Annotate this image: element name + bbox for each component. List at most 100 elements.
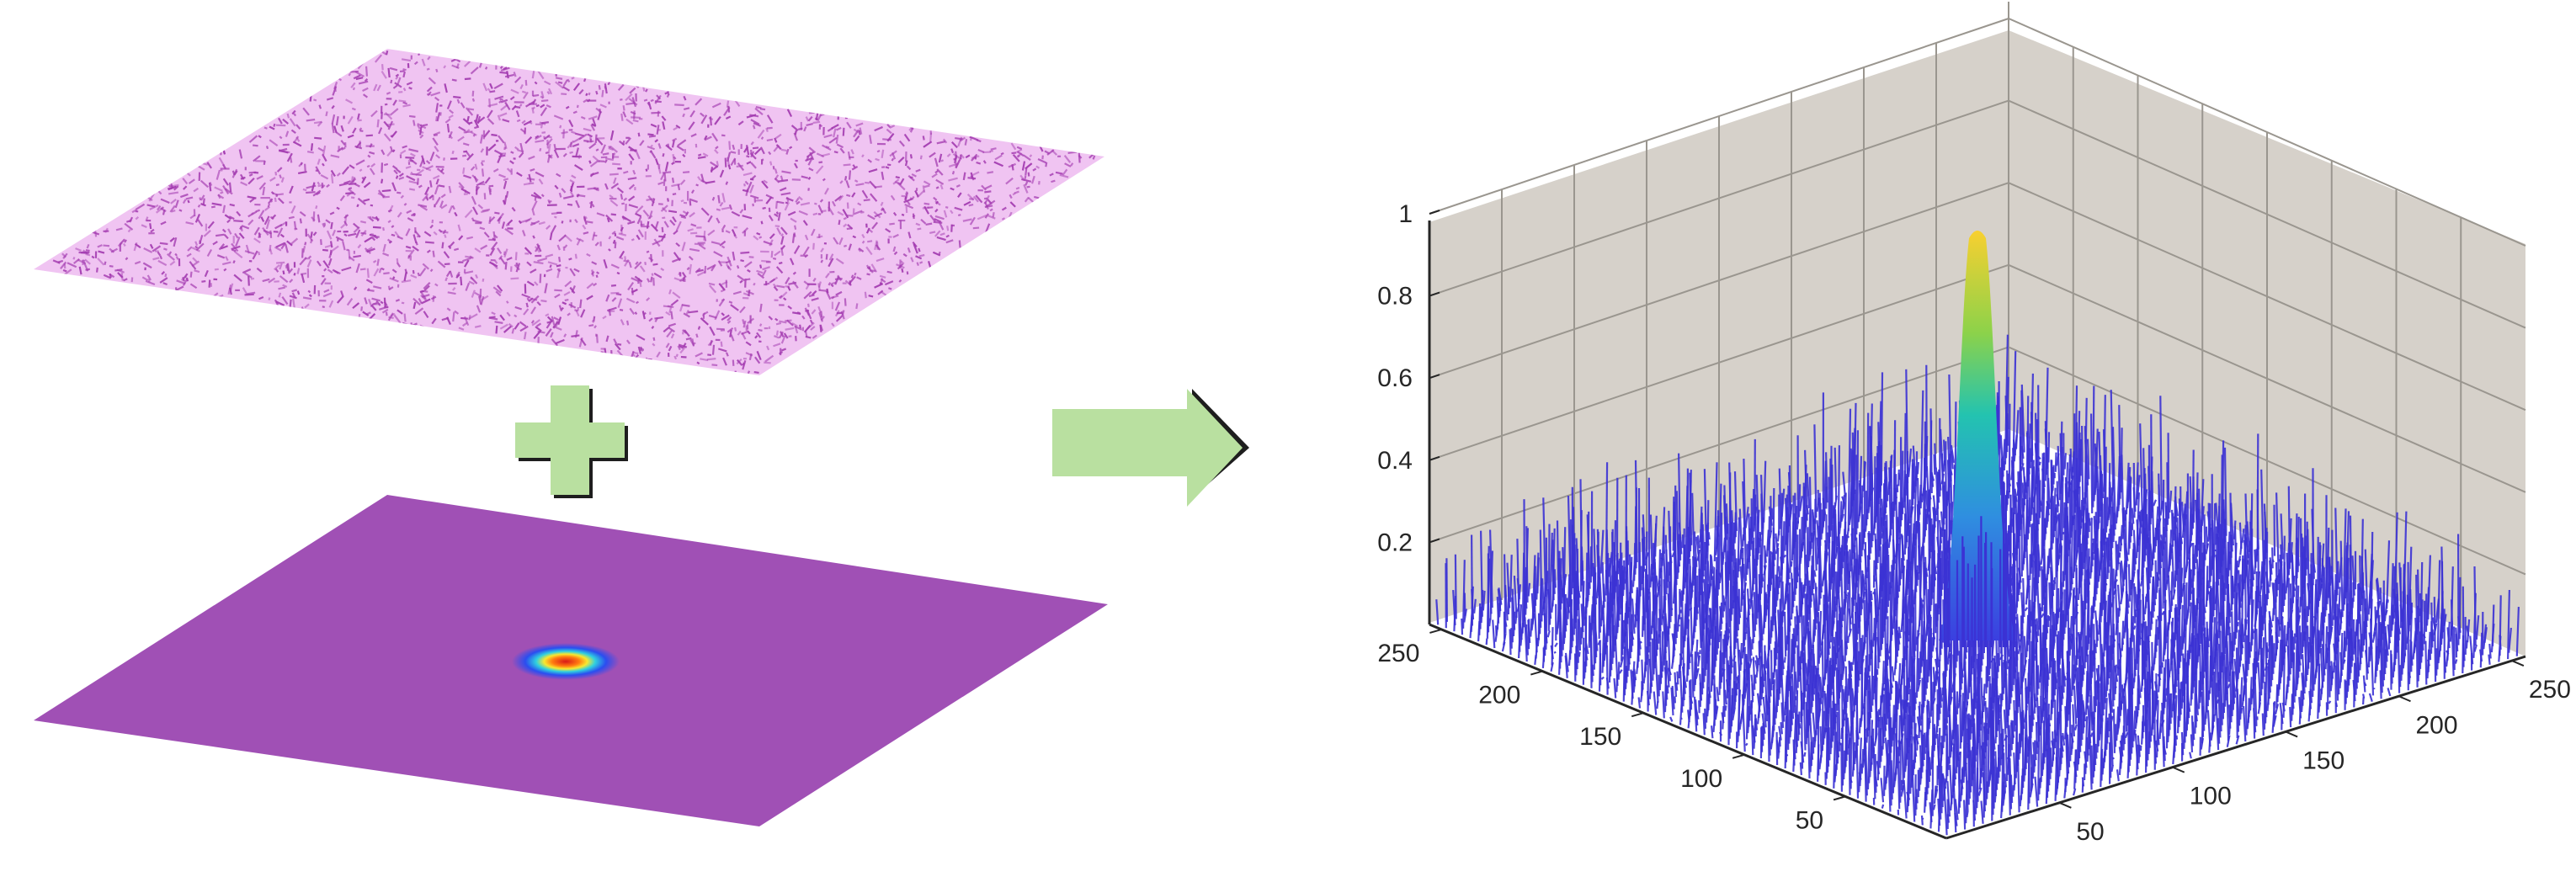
- noise-speckle: [657, 181, 664, 186]
- noise-speckle: [407, 249, 415, 258]
- noise-speckle: [964, 139, 968, 146]
- noise-speckle: [476, 305, 482, 313]
- noise-speckle: [526, 280, 535, 287]
- noise-speckle: [740, 144, 742, 150]
- noise-speckle: [384, 112, 393, 120]
- noise-speckle: [274, 280, 279, 283]
- noise-speckle: [376, 119, 380, 128]
- noise-speckle: [336, 206, 340, 210]
- noise-speckle: [592, 118, 597, 127]
- noise-speckle: [507, 219, 514, 226]
- noise-speckle: [483, 130, 491, 138]
- noise-speckle: [746, 324, 749, 330]
- noise-speckle: [486, 146, 488, 156]
- noise-speckle: [479, 134, 484, 144]
- surface-spike: [2112, 513, 2116, 543]
- noise-speckle: [649, 150, 657, 159]
- noise-speckle: [696, 226, 702, 229]
- noise-speckle: [275, 242, 285, 248]
- surface-spike: [2367, 646, 2371, 668]
- noise-speckle: [725, 181, 729, 185]
- noise-speckle: [844, 244, 848, 247]
- noise-speckle: [505, 300, 509, 304]
- noise-speckle: [823, 134, 833, 139]
- noise-speckle: [373, 285, 382, 290]
- noise-speckle: [372, 226, 381, 229]
- noise-speckle: [844, 116, 848, 120]
- surface-spike: [2479, 632, 2483, 668]
- noise-speckle: [818, 289, 828, 292]
- noise-speckle: [507, 227, 514, 230]
- noise-speckle: [381, 189, 391, 193]
- noise-speckle: [605, 294, 610, 302]
- noise-speckle: [645, 175, 652, 178]
- noise-speckle: [382, 226, 385, 231]
- noise-speckle: [513, 72, 517, 77]
- noise-speckle: [787, 210, 796, 216]
- noise-speckle: [808, 167, 814, 172]
- noise-speckle: [672, 291, 681, 299]
- surface-spike: [2239, 540, 2243, 555]
- surface-spike: [1812, 509, 1814, 537]
- noise-speckle: [210, 205, 216, 209]
- noise-speckle: [425, 165, 434, 171]
- noise-speckle: [683, 312, 690, 318]
- noise-speckle: [774, 133, 782, 140]
- noise-speckle: [644, 231, 647, 240]
- noise-speckle: [417, 168, 421, 172]
- noise-speckle: [668, 322, 676, 327]
- noise-speckle: [656, 125, 660, 135]
- noise-speckle: [397, 284, 400, 288]
- surface-spike: [1770, 616, 1773, 644]
- noise-speckle: [515, 262, 519, 267]
- surface-spike: [1571, 524, 1574, 595]
- noise-speckle: [783, 332, 789, 339]
- noise-speckle: [855, 122, 864, 127]
- noise-speckle: [184, 273, 189, 279]
- noise-speckle: [773, 335, 780, 339]
- noise-speckle: [807, 157, 813, 166]
- noise-speckle: [707, 124, 710, 128]
- noise-speckle: [434, 185, 439, 195]
- noise-speckle: [636, 216, 642, 225]
- noise-speckle: [1009, 201, 1016, 208]
- noise-speckle: [864, 291, 867, 299]
- noise-speckle: [586, 99, 597, 102]
- noise-speckle: [570, 141, 572, 148]
- noise-speckle: [226, 219, 231, 224]
- noise-speckle: [519, 325, 529, 332]
- noise-speckle: [657, 163, 661, 169]
- noise-speckle: [353, 74, 361, 80]
- noise-speckle: [934, 215, 945, 220]
- noise-speckle: [754, 335, 758, 339]
- noise-speckle: [521, 293, 531, 299]
- noise-speckle: [178, 258, 181, 267]
- noise-speckle: [282, 118, 289, 125]
- noise-speckle: [610, 263, 620, 269]
- noise-speckle: [398, 99, 407, 103]
- noise-speckle: [423, 284, 430, 291]
- noise-speckle: [521, 120, 526, 125]
- noise-speckle: [610, 350, 613, 357]
- noise-speckle: [488, 316, 498, 321]
- noise-speckle: [911, 195, 915, 200]
- noise-speckle: [364, 78, 369, 82]
- noise-speckle: [509, 96, 515, 101]
- noise-speckle: [185, 277, 189, 282]
- noise-speckle: [628, 204, 639, 209]
- surface-spike: [2488, 654, 2491, 665]
- noise-speckle: [740, 259, 744, 263]
- noise-speckle: [778, 178, 789, 183]
- noise-speckle: [154, 250, 159, 252]
- noise-speckle: [370, 162, 376, 167]
- noise-speckle: [495, 65, 498, 70]
- surface-spike: [1797, 484, 1802, 518]
- noise-speckle: [366, 288, 370, 292]
- noise-speckle: [347, 188, 356, 196]
- noise-speckle: [731, 229, 737, 236]
- noise-speckle: [355, 263, 360, 274]
- noise-speckle: [299, 218, 302, 224]
- noise-speckle: [671, 140, 675, 148]
- surface-spike: [1917, 613, 1922, 633]
- noise-speckle: [387, 209, 392, 213]
